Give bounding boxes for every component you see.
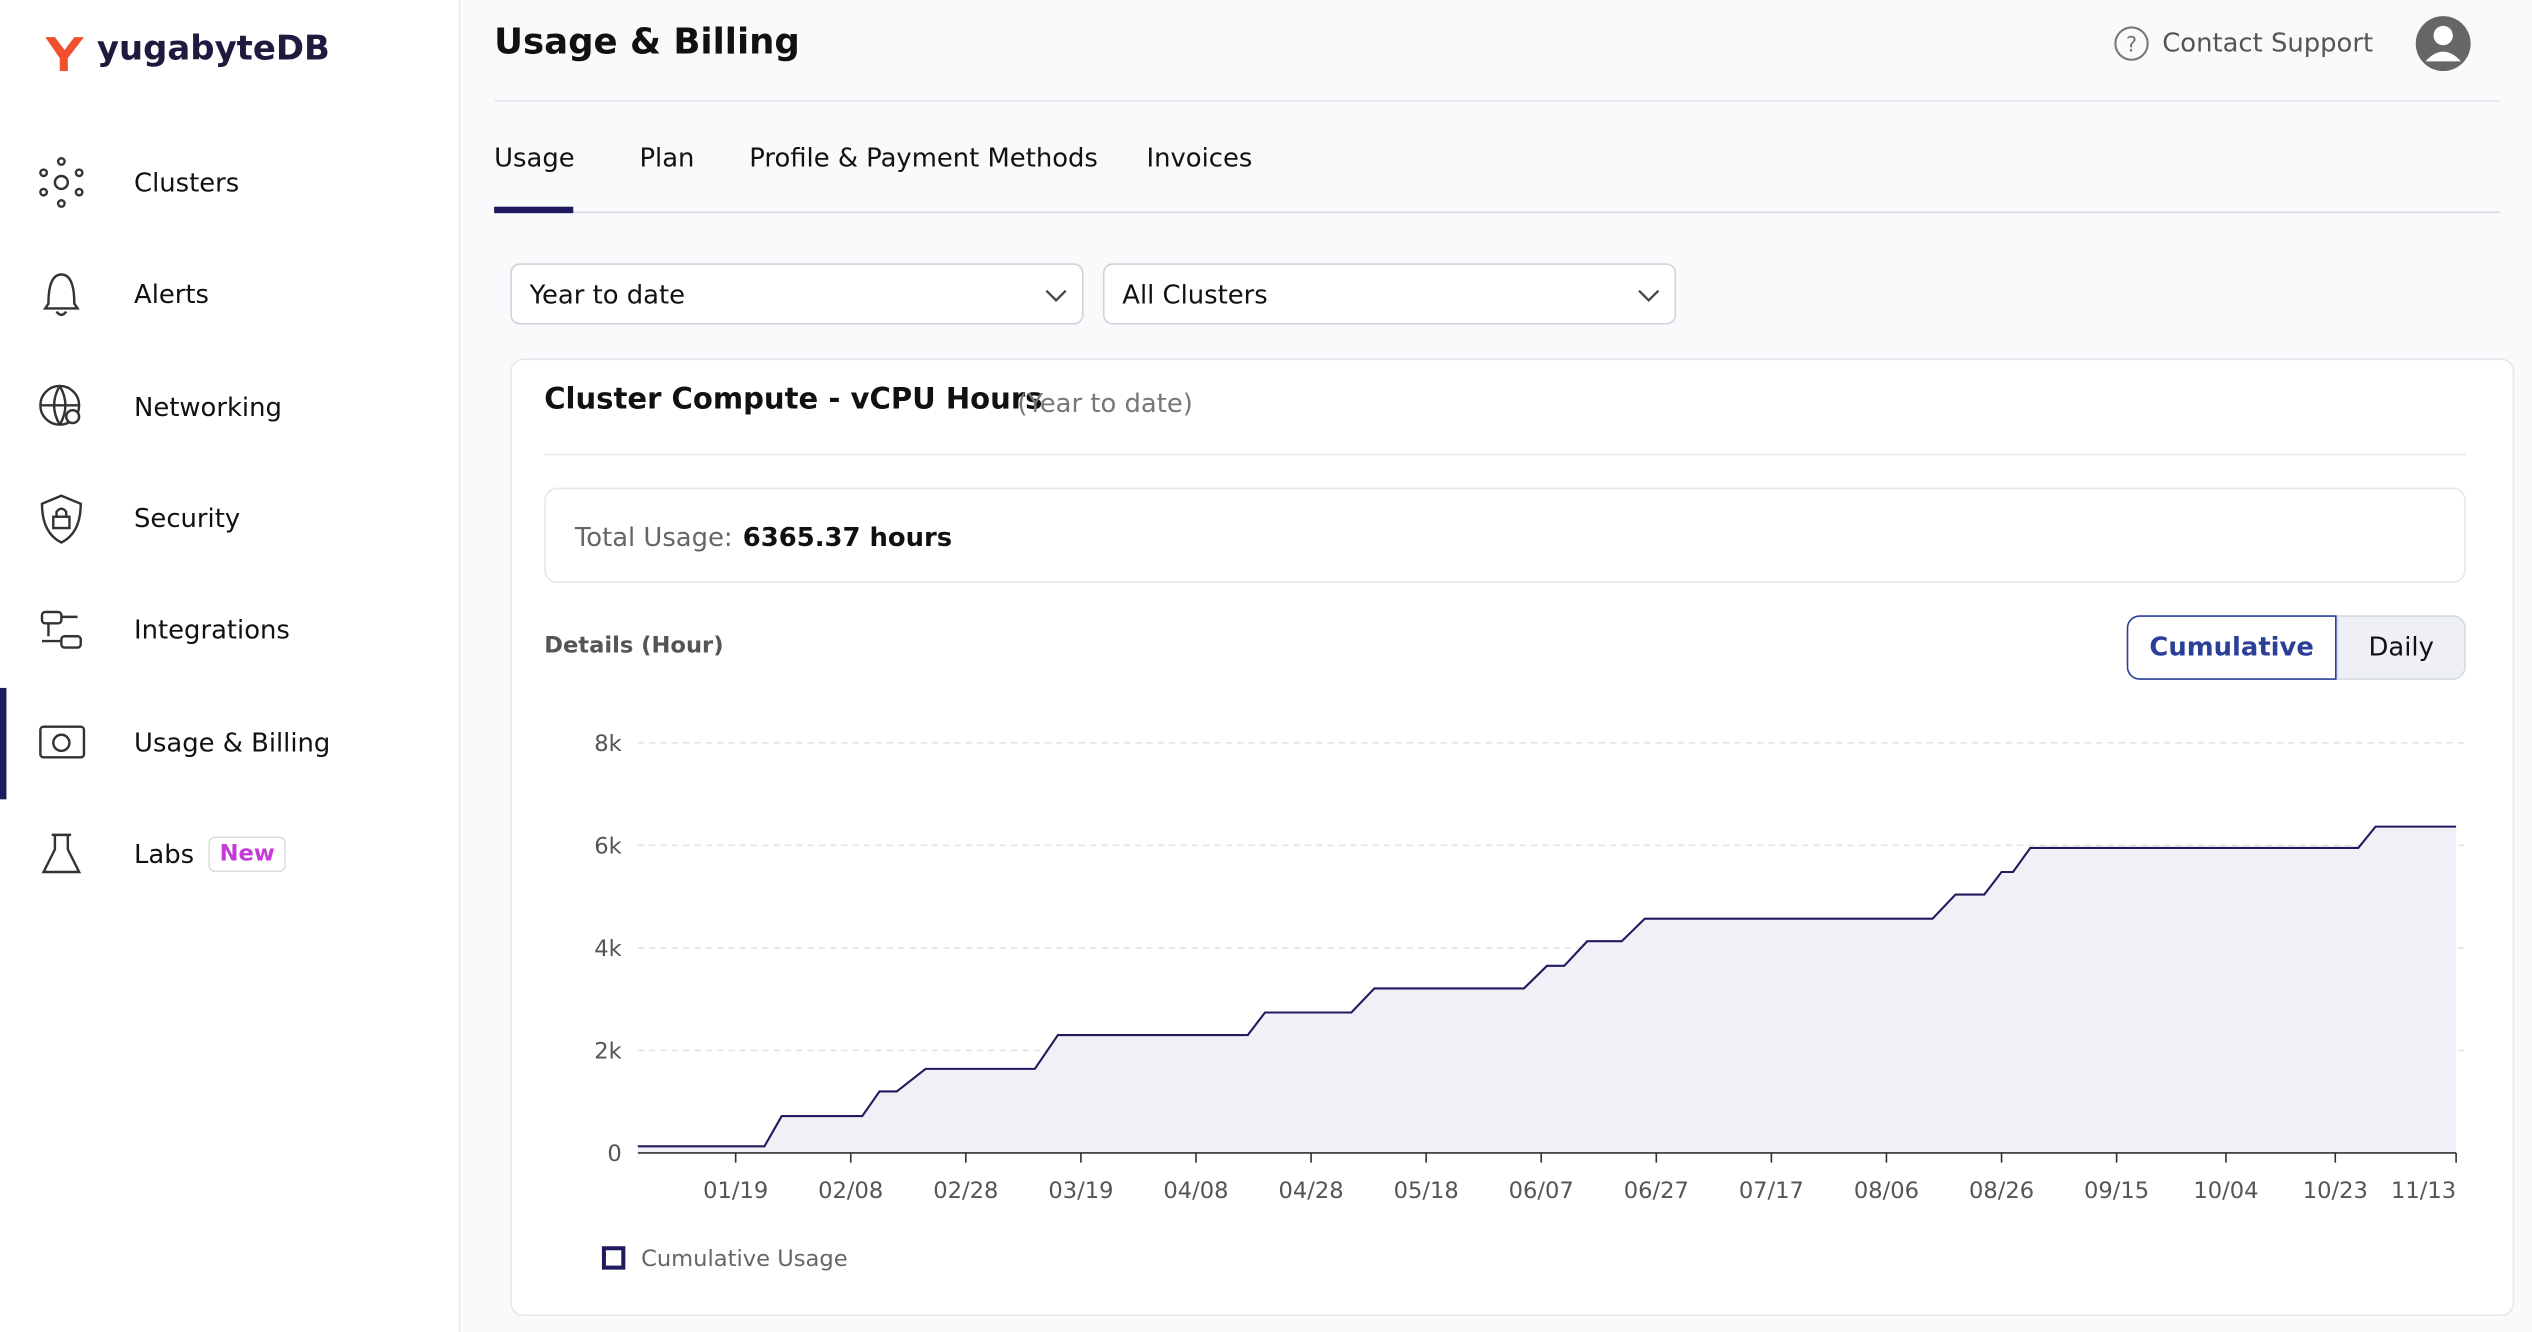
legend-swatch <box>604 1248 623 1267</box>
x-tick-label: 09/15 <box>2084 1178 2149 1204</box>
x-tick-label: 08/06 <box>1854 1178 1919 1204</box>
x-tick-label: 01/19 <box>703 1178 768 1204</box>
x-tick-label: 05/18 <box>1394 1178 1459 1204</box>
x-tick-label: 02/08 <box>818 1178 883 1204</box>
area <box>638 827 2456 1153</box>
legend-label: Cumulative Usage <box>641 1246 848 1272</box>
x-tick-label: 04/28 <box>1279 1178 1344 1204</box>
x-tick-label: 07/17 <box>1739 1178 1804 1204</box>
x-tick-label: 04/08 <box>1163 1178 1228 1204</box>
x-tick-label: 10/04 <box>2193 1178 2258 1204</box>
x-tick-label: 02/28 <box>933 1178 998 1204</box>
x-tick-label: 08/26 <box>1969 1178 2034 1204</box>
y-tick-label: 2k <box>594 1039 622 1065</box>
y-tick-label: 0 <box>607 1141 621 1167</box>
y-tick-label: 8k <box>594 731 622 757</box>
x-tick-label: 10/23 <box>2303 1178 2368 1204</box>
x-tick-label: 06/27 <box>1624 1178 1689 1204</box>
y-tick-label: 6k <box>594 833 622 859</box>
x-tick-label: 06/07 <box>1509 1178 1574 1204</box>
y-tick-label: 4k <box>594 936 622 962</box>
x-tick-label: 11/13 <box>2391 1178 2456 1204</box>
x-tick-label: 03/19 <box>1048 1178 1113 1204</box>
